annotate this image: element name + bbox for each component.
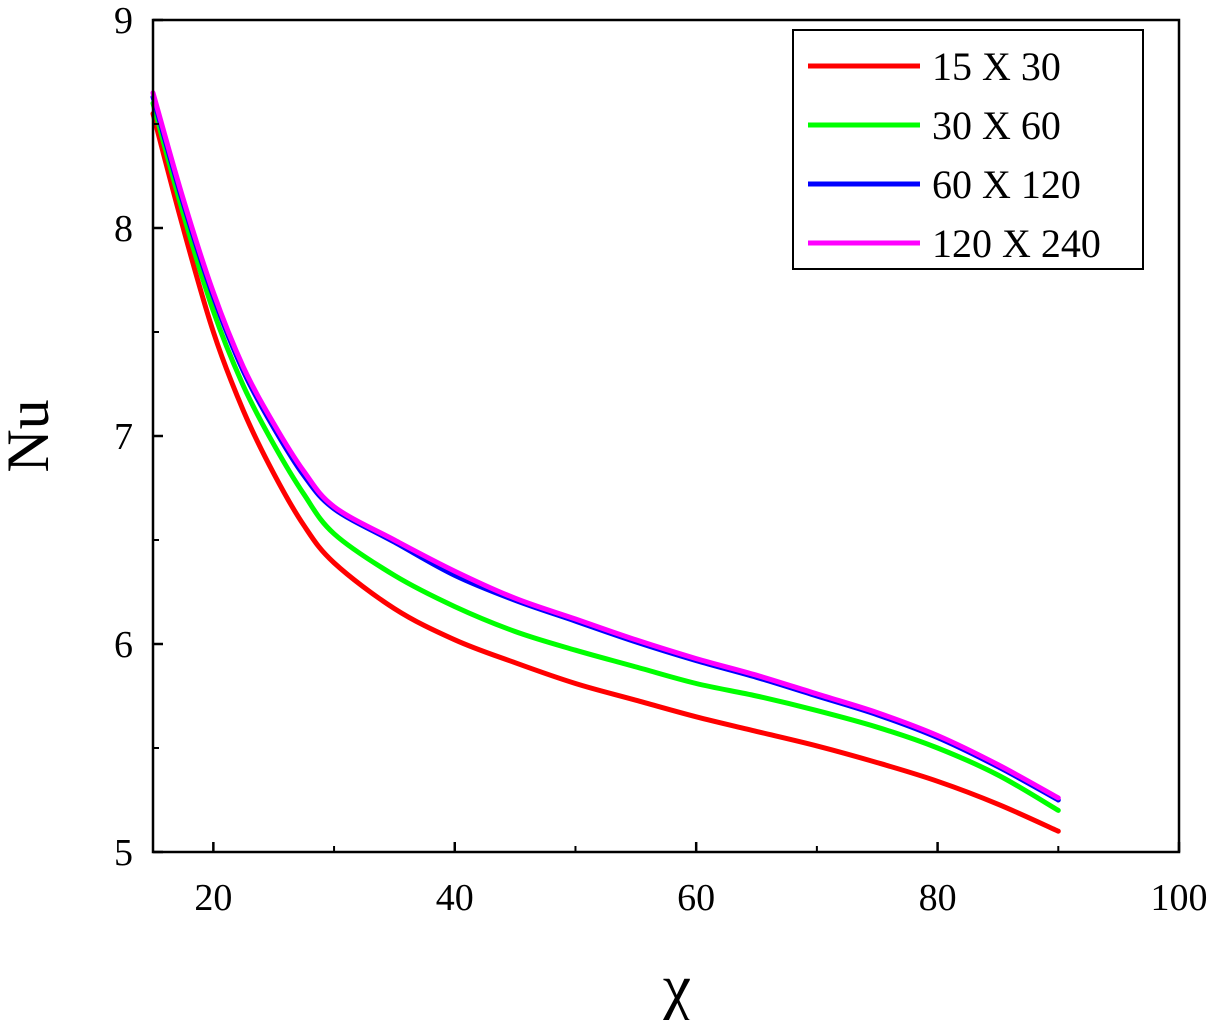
legend: 15 X 30 30 X 60 60 X 120 120 X 240	[792, 29, 1144, 270]
legend-label-4: 120 X 240	[932, 221, 1101, 266]
y-axis-title: Nu	[0, 399, 61, 472]
series-line-4	[150, 90, 1061, 801]
legend-label-2: 30 X 60	[932, 103, 1061, 148]
x-tick-label: 100	[1151, 877, 1208, 919]
legend-label-1: 15 X 30	[932, 44, 1061, 89]
x-tick-label: 80	[919, 877, 957, 919]
legend-label-3: 60 X 120	[932, 162, 1081, 207]
y-tick-label: 9	[114, 0, 133, 42]
legend-box	[792, 29, 1144, 270]
x-tick-label: 60	[677, 877, 715, 919]
series-layer	[150, 90, 1061, 834]
y-tick-label: 7	[114, 416, 133, 458]
y-tick-label: 6	[114, 624, 133, 666]
legend-items: 15 X 30 30 X 60 60 X 120 120 X 240	[808, 44, 1101, 266]
x-axis-title: χ	[662, 951, 692, 1020]
series-line-1	[150, 111, 1061, 834]
x-tick-label: 40	[436, 877, 474, 919]
x-tick-label: 20	[194, 877, 232, 919]
y-tick-label: 8	[114, 208, 133, 250]
ticks-layer: 20 40 60 80 100 5 6 7 8 9	[114, 0, 1208, 919]
y-tick-label: 5	[114, 832, 133, 874]
series-line-2	[150, 100, 1061, 813]
